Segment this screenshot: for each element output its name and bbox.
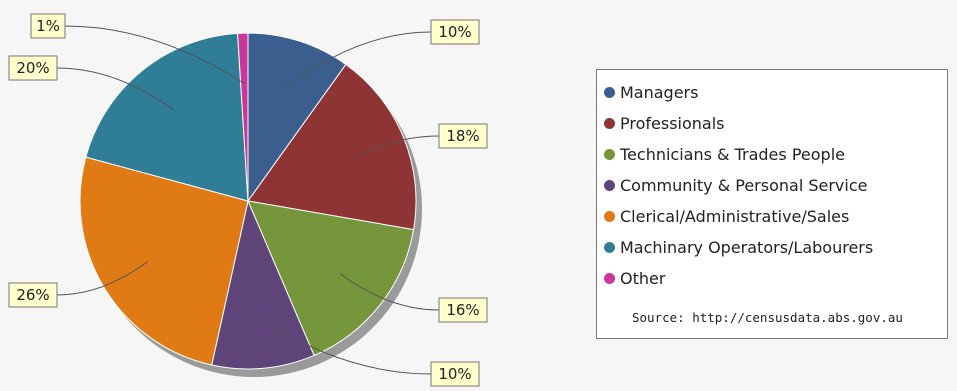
legend-label: Managers bbox=[620, 83, 699, 102]
legend-label: Other bbox=[620, 269, 666, 288]
legend-item-machinary-operators-labourers: Machinary Operators/Labourers bbox=[604, 232, 947, 263]
label-technicians-trades-people: 16% bbox=[446, 301, 479, 319]
label-box-machinary-operators-labourers bbox=[8, 55, 58, 81]
legend-item-professionals: Professionals bbox=[604, 108, 947, 139]
label-other: 1% bbox=[36, 17, 60, 35]
legend-items: Managers Professionals Technicians & Trade… bbox=[604, 77, 947, 294]
slice-managers bbox=[247, 32, 347, 203]
legend-dot-icon bbox=[604, 211, 615, 222]
label-box-clerical-administrative-sales bbox=[8, 282, 58, 308]
legend-item-technicians-trades-people: Technicians & Trades People bbox=[604, 139, 947, 170]
legend-dot-icon bbox=[604, 149, 615, 160]
legend-dot-icon bbox=[604, 273, 615, 284]
leader-line-clerical-administrative-sales bbox=[56, 261, 148, 296]
slice-professionals bbox=[247, 63, 417, 231]
label-box-other bbox=[30, 13, 66, 39]
legend-label: Professionals bbox=[620, 114, 725, 133]
legend-item-clerical-administrative-sales: Clerical/Administrative/Sales bbox=[604, 201, 947, 232]
leader-line-other bbox=[64, 25, 245, 84]
label-community-personal-service: 10% bbox=[438, 365, 471, 383]
label-managers: 10% bbox=[438, 23, 471, 41]
legend-source: Source: http://censusdata.abs.gov.au bbox=[632, 310, 903, 325]
legend-dot-icon bbox=[604, 118, 615, 129]
label-professionals: 18% bbox=[446, 127, 479, 145]
label-machinary-operators-labourers: 20% bbox=[16, 59, 49, 77]
legend-dot-icon bbox=[604, 87, 615, 98]
legend-item-other: Other bbox=[604, 263, 947, 294]
label-box-managers bbox=[430, 19, 480, 45]
slice-other bbox=[237, 32, 249, 202]
legend-item-community-personal-service: Community & Personal Service bbox=[604, 170, 947, 201]
leader-line-machinary-operators-labourers bbox=[56, 67, 174, 111]
label-box-technicians-trades-people bbox=[438, 297, 488, 323]
legend-label: Community & Personal Service bbox=[620, 176, 868, 195]
legend-label: Technicians & Trades People bbox=[620, 145, 845, 164]
label-box-community-personal-service bbox=[430, 361, 480, 387]
legend-dot-icon bbox=[604, 242, 615, 253]
pie-chart: 10% 18% 16% 10% 26% 20% 1% bbox=[8, 13, 488, 387]
slice-community-personal-service bbox=[211, 199, 315, 370]
leader-lines bbox=[56, 25, 440, 375]
label-clerical-administrative-sales: 26% bbox=[16, 286, 49, 304]
slice-labels: 10% 18% 16% 10% 26% 20% 1% bbox=[8, 13, 488, 387]
legend-label: Machinary Operators/Labourers bbox=[620, 238, 874, 257]
legend-dot-icon bbox=[604, 180, 615, 191]
slice-clerical-administrative-sales bbox=[79, 156, 249, 366]
leader-line-technicians-trades-people bbox=[340, 273, 440, 311]
slice-machinary-operators-labourers bbox=[85, 32, 249, 202]
legend-label: Clerical/Administrative/Sales bbox=[620, 207, 850, 226]
slice-technicians-trades-people bbox=[247, 200, 415, 357]
label-box-professionals bbox=[438, 123, 488, 149]
pie-slices bbox=[79, 32, 417, 370]
leader-line-managers bbox=[283, 31, 432, 90]
leader-line-professionals bbox=[356, 135, 440, 157]
legend: Managers Professionals Technicians & Trade… bbox=[596, 69, 948, 339]
leader-line-community-personal-service bbox=[258, 317, 432, 375]
legend-item-managers: Managers bbox=[604, 77, 947, 108]
